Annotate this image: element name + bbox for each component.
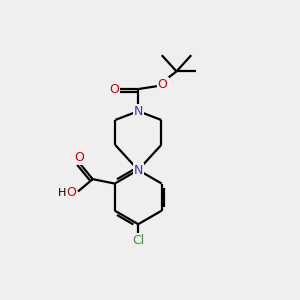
Text: O: O [74,151,84,164]
Text: N: N [134,164,143,176]
Text: O: O [67,187,76,200]
Text: O: O [158,78,168,91]
Text: H: H [58,188,66,198]
Text: O: O [109,82,119,95]
Text: N: N [134,105,143,118]
Text: Cl: Cl [132,234,144,247]
